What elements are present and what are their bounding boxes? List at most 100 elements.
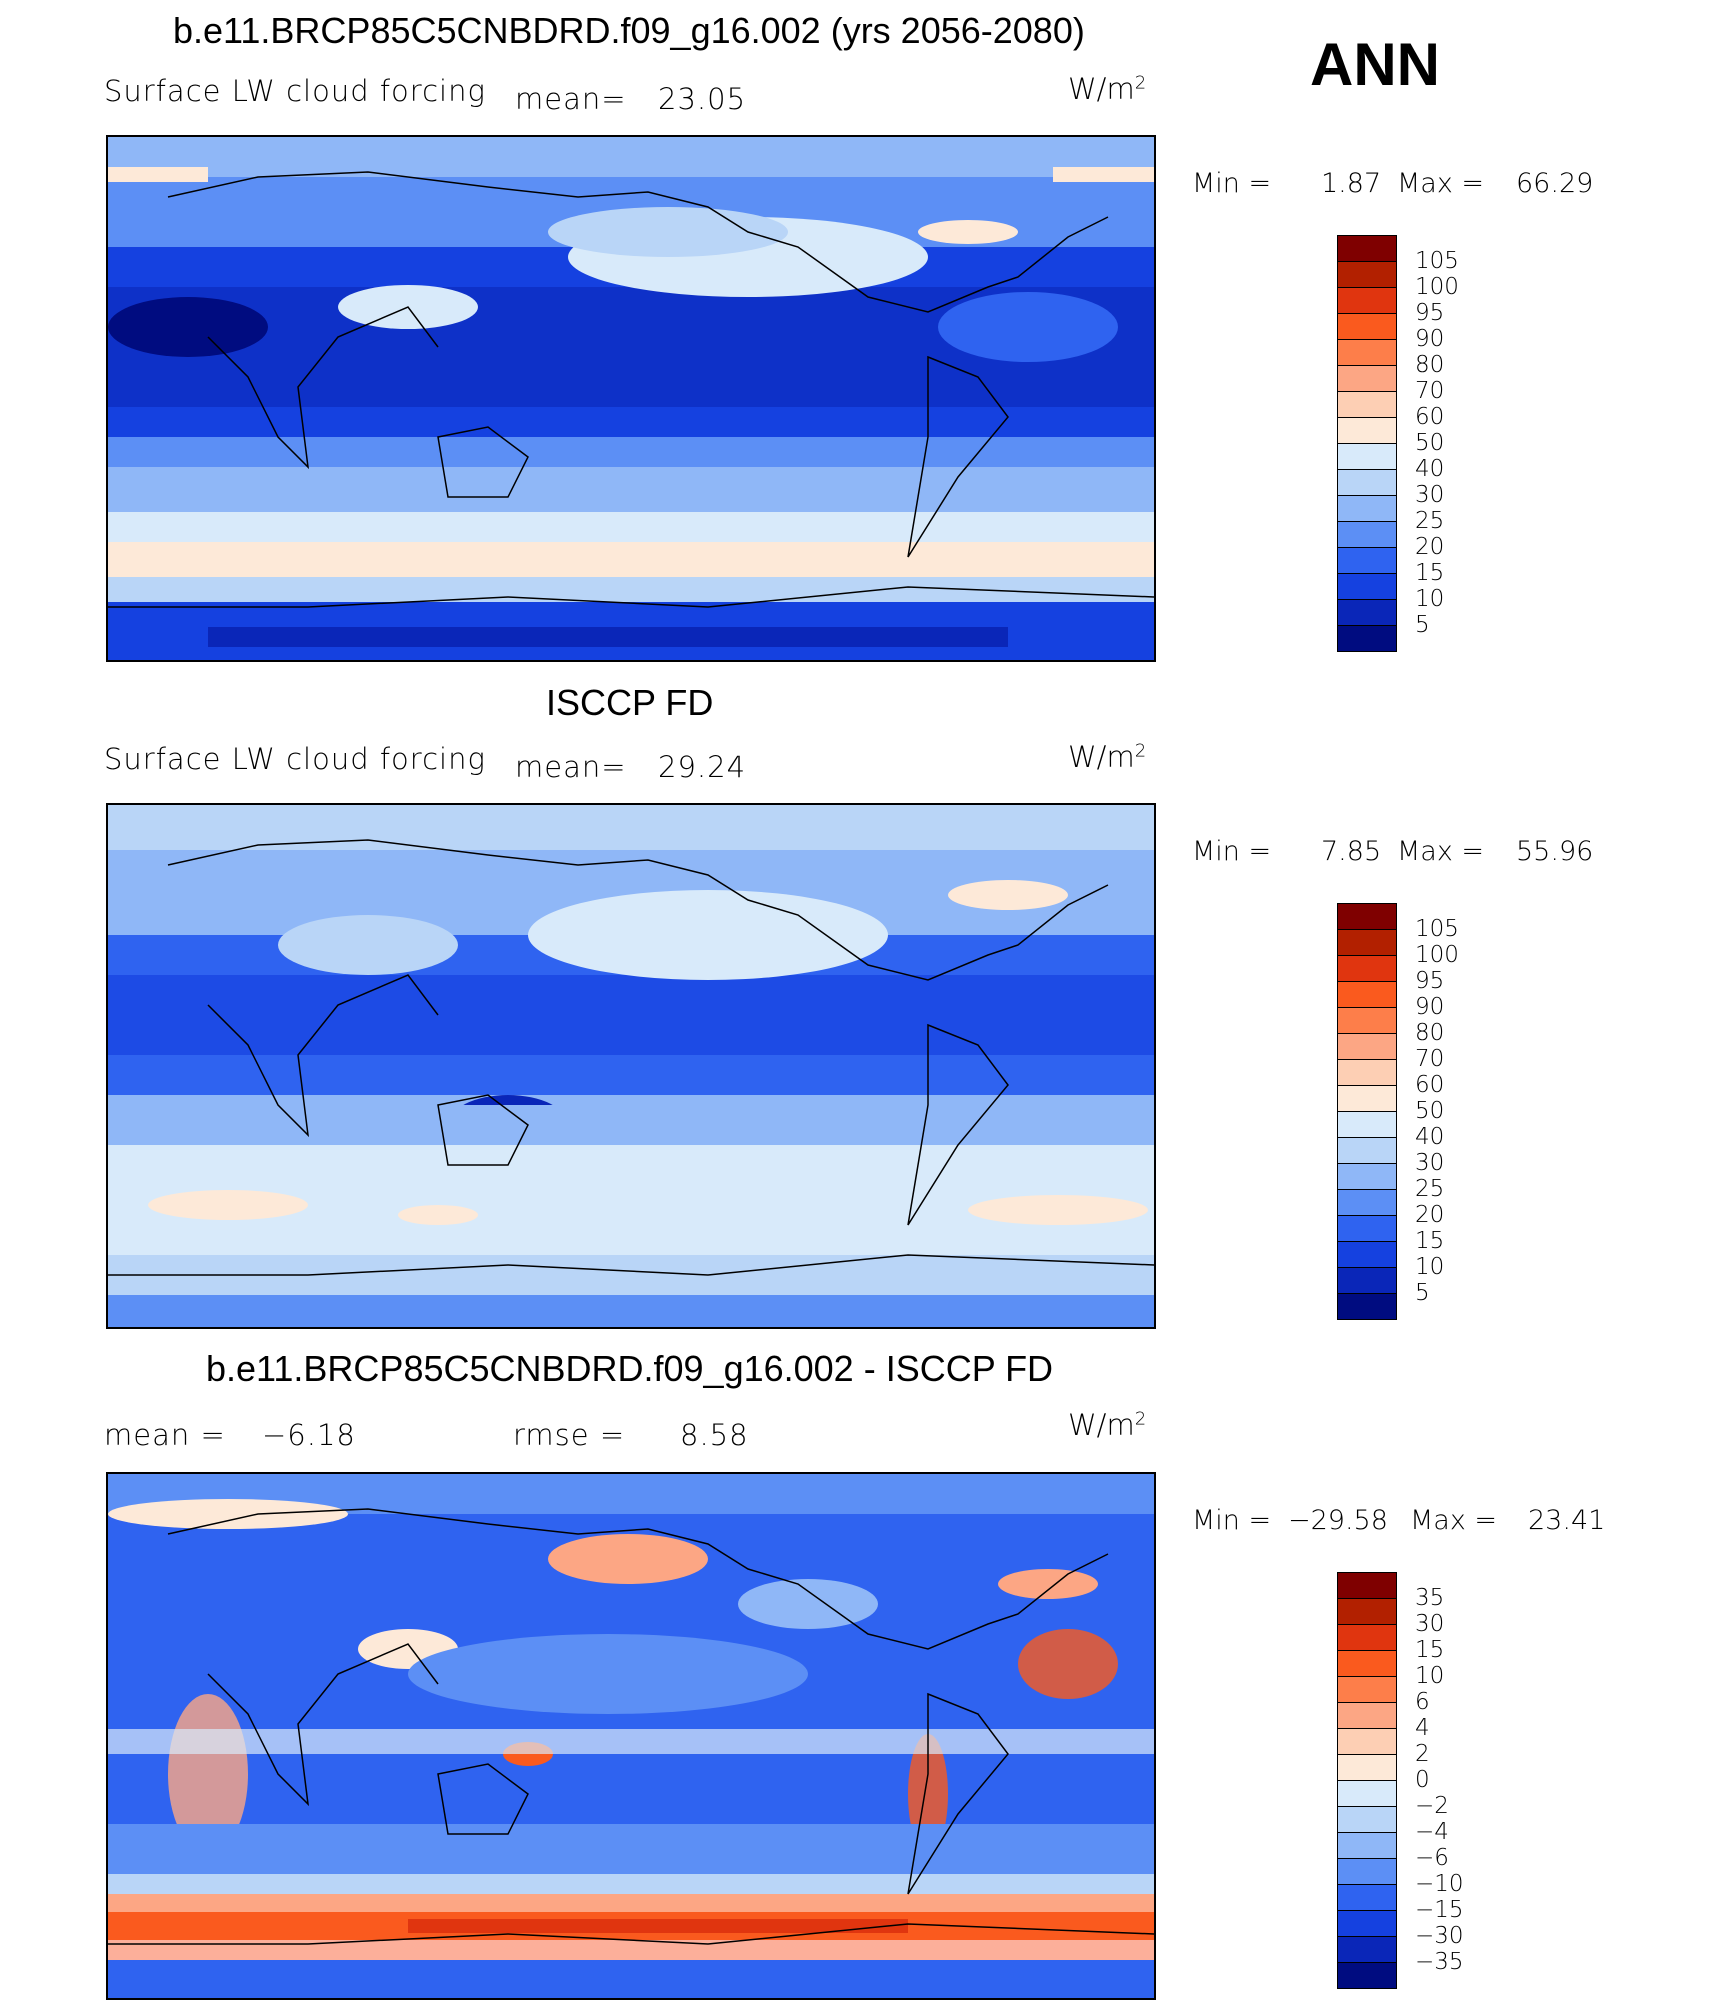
panel1-colorbar: 105 100 95 90 80 70 60 50 40 30 25 20 15 10 5 <box>1337 235 1487 652</box>
colorbar-swatch <box>1337 625 1397 652</box>
colorbar-tick-label: 30 <box>1415 1150 1445 1176</box>
colorbar-swatch <box>1337 287 1397 314</box>
colorbar-swatch <box>1337 1702 1397 1729</box>
colorbar-swatch <box>1337 365 1397 392</box>
panel1-title: b.e11.BRCP85C5CNBDRD.f09_g16.002 (yrs 20… <box>173 10 1085 51</box>
colorbar-swatch <box>1337 1910 1397 1937</box>
colorbar-tick-label: −4 <box>1415 1819 1449 1845</box>
colorbar-swatch <box>1337 1780 1397 1807</box>
colorbar-swatch <box>1337 391 1397 418</box>
colorbar-swatch <box>1337 1085 1397 1112</box>
colorbar-tick-label: 50 <box>1415 1098 1445 1124</box>
panel2-mean-label: mean= <box>515 750 627 784</box>
colorbar-tick-label: 15 <box>1415 560 1445 586</box>
colorbar-tick-label: 25 <box>1415 1176 1445 1202</box>
colorbar-swatch <box>1337 1676 1397 1703</box>
colorbar-swatch <box>1337 599 1397 626</box>
colorbar-swatch <box>1337 1650 1397 1677</box>
colorbar-swatch <box>1337 1728 1397 1755</box>
colorbar-swatch <box>1337 1189 1397 1216</box>
colorbar-swatch <box>1337 495 1397 522</box>
season-label: ANN <box>1310 31 1440 98</box>
panel2-map-svg <box>108 805 1154 1327</box>
colorbar-tick-label: 5 <box>1415 1280 1430 1306</box>
colorbar-swatch <box>1337 1754 1397 1781</box>
colorbar-tick-label: 20 <box>1415 534 1445 560</box>
colorbar-swatch <box>1337 1832 1397 1859</box>
colorbar-swatch <box>1337 1111 1397 1138</box>
panel3-units: W/m2 <box>1068 1408 1147 1442</box>
colorbar-swatch <box>1337 981 1397 1008</box>
panel2-subtitle: Surface LW cloud forcing <box>104 742 486 776</box>
colorbar-tick-label: 35 <box>1415 1585 1445 1611</box>
colorbar-tick-label: 15 <box>1415 1637 1445 1663</box>
colorbar-swatch <box>1337 1215 1397 1242</box>
panel3-max-label: Max = <box>1410 1505 1498 1536</box>
panel3-rmse-value: 8.58 <box>680 1418 749 1452</box>
panel3-map <box>106 1472 1156 2000</box>
colorbar-tick-label: 6 <box>1415 1689 1430 1715</box>
colorbar-swatch <box>1337 1059 1397 1086</box>
panel1-mean-label: mean= <box>515 82 627 116</box>
colorbar-tick-label: 10 <box>1415 1663 1445 1689</box>
panel2-max-label: Max = <box>1397 836 1485 867</box>
colorbar-swatch <box>1337 1241 1397 1268</box>
panel2-units: W/m2 <box>1068 740 1147 774</box>
colorbar-swatch <box>1337 235 1397 262</box>
colorbar-tick-label: 30 <box>1415 1611 1445 1637</box>
colorbar-swatch <box>1337 929 1397 956</box>
colorbar-swatch <box>1337 573 1397 600</box>
panel1-subtitle: Surface LW cloud forcing <box>104 74 486 108</box>
panel3-colorbar: 35 30 15 10 6 4 2 0 −2 −4 −6 −10 −15 −30 −35 <box>1337 1572 1487 1989</box>
colorbar-swatch <box>1337 955 1397 982</box>
colorbar-tick-label: 100 <box>1415 274 1459 300</box>
colorbar-tick-label: 40 <box>1415 1124 1445 1150</box>
panel3-max-value: 23.41 <box>1528 1505 1606 1536</box>
panel2-min-value: 7.85 <box>1321 836 1382 867</box>
colorbar-swatch <box>1337 1858 1397 1885</box>
colorbar-tick-label: 80 <box>1415 1020 1445 1046</box>
colorbar-swatch <box>1337 1572 1397 1599</box>
panel2-map <box>106 803 1156 1329</box>
colorbar-swatch <box>1337 469 1397 496</box>
colorbar-tick-label: 70 <box>1415 378 1445 404</box>
colorbar-swatch <box>1337 417 1397 444</box>
colorbar-tick-label: 4 <box>1415 1715 1430 1741</box>
colorbar-tick-label: 70 <box>1415 1046 1445 1072</box>
panel2-mean-value: 29.24 <box>658 750 747 784</box>
panel2-min-label: Min = <box>1192 836 1272 867</box>
colorbar-tick-label: 40 <box>1415 456 1445 482</box>
colorbar-swatch <box>1337 1163 1397 1190</box>
panel1-min-value: 1.87 <box>1321 168 1382 199</box>
colorbar-swatch <box>1337 1267 1397 1294</box>
colorbar-swatch <box>1337 443 1397 470</box>
colorbar-tick-label: 20 <box>1415 1202 1445 1228</box>
colorbar-swatch <box>1337 1598 1397 1625</box>
panel1-units: W/m2 <box>1068 72 1147 106</box>
colorbar-swatch <box>1337 261 1397 288</box>
colorbar-swatch <box>1337 1293 1397 1320</box>
panel3-map-svg <box>108 1474 1154 1998</box>
colorbar-tick-label: 25 <box>1415 508 1445 534</box>
panel3-title: b.e11.BRCP85C5CNBDRD.f09_g16.002 - ISCCP… <box>206 1348 1054 1389</box>
colorbar-swatch <box>1337 1884 1397 1911</box>
colorbar-tick-label: 80 <box>1415 352 1445 378</box>
panel1-max-value: 66.29 <box>1516 168 1594 199</box>
panel1-min-label: Min = <box>1192 168 1272 199</box>
panel3-mean-value: −6.18 <box>262 1418 356 1452</box>
panel3-rmse-label: rmse = <box>513 1418 626 1452</box>
colorbar-tick-label: 15 <box>1415 1228 1445 1254</box>
panel3-mean-label: mean = <box>104 1418 226 1452</box>
colorbar-tick-label: −2 <box>1415 1793 1449 1819</box>
colorbar-tick-label: 2 <box>1415 1741 1430 1767</box>
colorbar-swatch <box>1337 521 1397 548</box>
colorbar-tick-label: 105 <box>1415 248 1459 274</box>
colorbar-tick-label: 10 <box>1415 586 1445 612</box>
colorbar-tick-label: 50 <box>1415 430 1445 456</box>
colorbar-swatch <box>1337 1624 1397 1651</box>
colorbar-tick-label: 95 <box>1415 968 1445 994</box>
colorbar-tick-label: 60 <box>1415 1072 1445 1098</box>
colorbar-tick-label: 95 <box>1415 300 1445 326</box>
colorbar-tick-label: −30 <box>1415 1923 1464 1949</box>
panel3-min-value: −29.58 <box>1288 1505 1388 1536</box>
